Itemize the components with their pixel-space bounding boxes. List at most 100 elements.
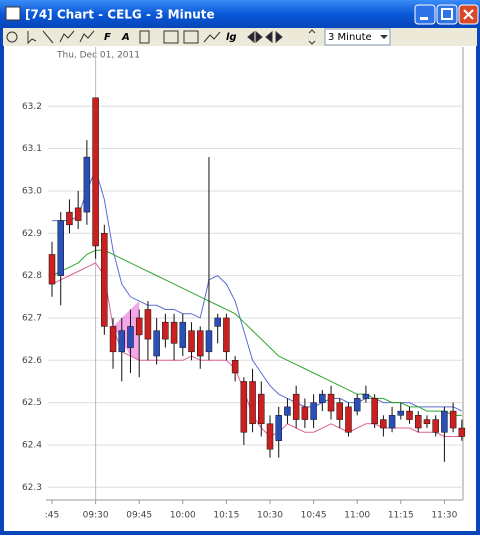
candle-body	[135, 317, 143, 336]
candle-body	[127, 326, 134, 348]
y-tick-label: 62.4	[22, 440, 42, 450]
y-tick-label: 62.3	[22, 483, 42, 493]
x-tick-label: 10:30	[257, 511, 283, 521]
candle-body	[48, 254, 56, 285]
chart-date: Thu, Dec 01, 2011	[56, 51, 140, 61]
y-tick-label: 63.0	[22, 186, 42, 196]
line-tool[interactable]	[42, 30, 54, 44]
toolbar-label[interactable]: A	[121, 32, 130, 43]
candle-body	[345, 406, 352, 433]
timeframe-value: 3 Minute	[328, 32, 372, 43]
x-tick-label: 11:15	[388, 511, 414, 521]
candle-body	[57, 220, 64, 276]
y-tick-label: 62.9	[22, 229, 42, 239]
candle-body	[310, 402, 317, 420]
x-tick-label: 11:30	[431, 511, 457, 521]
y-tick-label: 62.7	[22, 313, 42, 323]
title-bar	[0, 0, 480, 28]
zoom-tool[interactable]	[308, 29, 316, 45]
candle-body	[66, 211, 73, 226]
candle-body	[336, 402, 344, 420]
crosshair-tool[interactable]	[6, 31, 18, 43]
candle-body	[162, 321, 169, 340]
candle-body	[423, 419, 431, 425]
indicator-tool[interactable]	[183, 30, 199, 44]
dropdown-arrow	[380, 35, 388, 39]
x-tick-label: 10:00	[170, 511, 196, 521]
candle-body	[223, 317, 230, 353]
candle-body	[258, 393, 265, 425]
candle-body	[118, 330, 126, 353]
candle-body	[371, 398, 378, 425]
candle-body	[179, 321, 187, 348]
y-tick-label: 62.5	[22, 398, 42, 408]
candle-body	[101, 233, 108, 327]
toolbar-icons	[6, 29, 316, 45]
candle-body	[205, 330, 213, 353]
x-tick-label: 10:15	[213, 511, 239, 521]
candle-body	[292, 393, 300, 420]
candle-body	[301, 406, 309, 420]
candle-body	[397, 410, 405, 416]
minimize-icon	[420, 17, 428, 20]
x-tick-label: 10:45	[301, 511, 327, 521]
candle-body	[275, 415, 282, 441]
candle-body	[144, 309, 152, 340]
candle-body	[319, 393, 326, 403]
study-tool[interactable]	[203, 31, 221, 43]
x-tick-label: 09:30	[83, 511, 109, 521]
close-icon	[463, 9, 474, 20]
channel-tool[interactable]	[79, 30, 95, 43]
x-tick-label: 11:00	[344, 511, 370, 521]
candle-body	[362, 393, 370, 399]
maximize-button[interactable]	[436, 4, 458, 25]
candle-body	[83, 156, 91, 213]
candle-body	[458, 427, 466, 437]
chart-area	[4, 46, 476, 531]
candle-body	[92, 97, 99, 247]
candle-body	[153, 330, 160, 357]
candle-body	[240, 381, 248, 433]
app-icon	[5, 6, 21, 21]
x-tick-label: :45	[45, 511, 59, 521]
candle-body	[109, 326, 117, 353]
indicator-line	[51, 249, 462, 416]
candle-body	[414, 415, 422, 429]
y-tick-label: 62.6	[22, 356, 42, 366]
candle-body	[196, 330, 204, 357]
timeframe-dropdown[interactable]	[324, 28, 391, 46]
candle-body	[266, 423, 274, 450]
candle-body	[449, 410, 457, 429]
window-title: [74] Chart - CELG - 3 Minute	[25, 8, 215, 22]
candle-body	[284, 406, 291, 416]
y-tick-label: 62.8	[22, 271, 42, 281]
scroll-tools[interactable]	[247, 30, 283, 44]
candle-body	[231, 360, 239, 374]
candle-body	[170, 321, 178, 344]
y-tick-label: 63.1	[22, 144, 42, 154]
trend-tool[interactable]	[59, 30, 75, 43]
grid-tool[interactable]	[163, 30, 179, 44]
toolbar-labels: F A lg	[104, 32, 237, 43]
candle-body	[327, 393, 335, 412]
candle-body	[188, 330, 195, 353]
candle-body	[406, 410, 413, 420]
candle-body	[74, 207, 82, 221]
candle-body	[214, 317, 221, 327]
x-tick-label: 09:45	[126, 511, 152, 521]
toolbar-label[interactable]: F	[104, 32, 111, 43]
candle-body	[380, 419, 387, 429]
pointer-tool[interactable]	[27, 31, 37, 45]
candle-body	[249, 381, 256, 425]
toolbar-label[interactable]: lg	[226, 32, 237, 43]
candle-body	[388, 415, 396, 429]
candle-body	[432, 419, 439, 433]
minimize-button[interactable]	[414, 4, 436, 25]
page-tool[interactable]	[139, 30, 150, 44]
maximize-icon	[441, 8, 453, 20]
candle-body	[441, 410, 448, 433]
candle-body	[353, 398, 361, 412]
toolbar	[3, 28, 477, 46]
y-tick-label: 63.2	[22, 102, 42, 112]
